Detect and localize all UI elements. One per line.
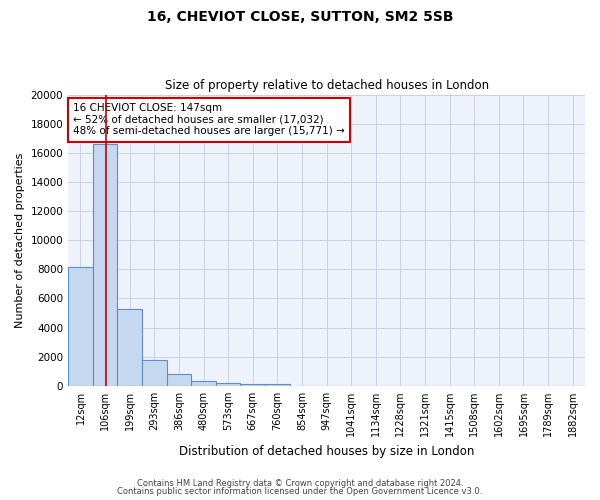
- Bar: [167, 374, 191, 386]
- Bar: [93, 144, 118, 386]
- Title: Size of property relative to detached houses in London: Size of property relative to detached ho…: [164, 79, 488, 92]
- Text: 16, CHEVIOT CLOSE, SUTTON, SM2 5SB: 16, CHEVIOT CLOSE, SUTTON, SM2 5SB: [147, 10, 453, 24]
- Bar: [68, 267, 93, 386]
- Bar: [216, 383, 241, 386]
- X-axis label: Distribution of detached houses by size in London: Distribution of detached houses by size …: [179, 444, 474, 458]
- Bar: [142, 360, 167, 386]
- Text: 16 CHEVIOT CLOSE: 147sqm
← 52% of detached houses are smaller (17,032)
48% of se: 16 CHEVIOT CLOSE: 147sqm ← 52% of detach…: [73, 104, 345, 136]
- Bar: [118, 308, 142, 386]
- Bar: [191, 381, 216, 386]
- Y-axis label: Number of detached properties: Number of detached properties: [15, 152, 25, 328]
- Text: Contains public sector information licensed under the Open Government Licence v3: Contains public sector information licen…: [118, 487, 482, 496]
- Bar: [241, 384, 265, 386]
- Text: Contains HM Land Registry data © Crown copyright and database right 2024.: Contains HM Land Registry data © Crown c…: [137, 478, 463, 488]
- Bar: [265, 384, 290, 386]
